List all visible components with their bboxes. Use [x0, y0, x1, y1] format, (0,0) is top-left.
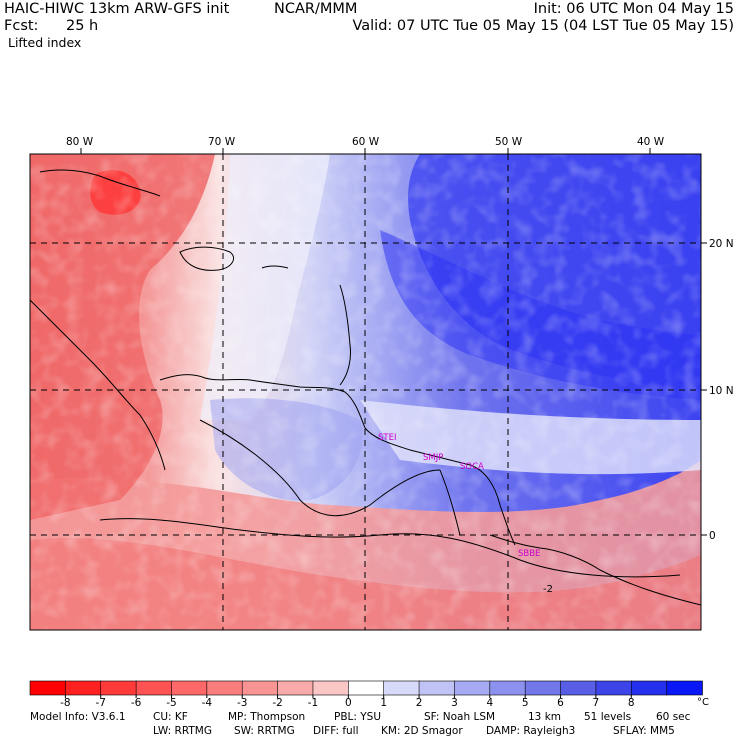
station-sbbe: SBBE [518, 549, 540, 559]
init-time: Init: 06 UTC Mon 04 May 15 [533, 1, 734, 17]
graticule [30, 154, 701, 630]
national-borders [199, 419, 461, 536]
puerto-rico-coast [261, 265, 289, 269]
lat-label-10n: 10 N [709, 385, 734, 397]
colorbar-box [135, 680, 173, 696]
pbl-scheme: PBL: YSU [334, 711, 382, 723]
lat-label-0: 0 [709, 530, 716, 542]
valid-time: Valid: 07 UTC Tue 05 May 15 (04 LST Tue … [352, 18, 734, 34]
colorbar-tick-label: 2 [416, 697, 423, 709]
eddy-coefficient-option: KM: 2D Smagor [381, 725, 463, 737]
diffusion-option: DIFF: full [313, 725, 359, 737]
colorbar-box [65, 680, 102, 696]
colorbar-tick-label: 8 [628, 697, 635, 709]
station-labels: STEI SMJP SOCA SBBE [378, 433, 540, 559]
colorbar-box [100, 680, 137, 696]
shortwave-scheme: SW: RRTMG [234, 725, 295, 737]
colorbar-tick-label: 4 [486, 697, 493, 709]
hispaniola-coast [179, 246, 234, 271]
colorbar-box [666, 680, 703, 696]
colorbar-tick-label: -1 [308, 697, 318, 709]
colorbar-box [489, 680, 526, 696]
colorbar-tick-label: 3 [451, 697, 458, 709]
caribbean-coast [159, 374, 516, 546]
colorbar-box [595, 680, 633, 696]
colorbar-tick-label: -7 [95, 697, 105, 709]
organization: NCAR/MMM [274, 1, 358, 17]
axis-ticks [80, 148, 707, 536]
colorbar-tick-label: -5 [166, 697, 176, 709]
longitude-labels: 80 W 70 W 60 W 50 W 40 W [66, 136, 665, 148]
cuba-coast [39, 169, 161, 197]
colorbar-tick-label: -6 [131, 697, 142, 709]
latitude-labels: 20 N 10 N 0 [709, 238, 734, 542]
surface-layer-scheme: SFLAY: MM5 [613, 725, 675, 737]
colorbar-tick-label: 0 [345, 697, 352, 709]
colorbar-unit: °C [697, 697, 709, 708]
colorbar-box [630, 680, 668, 696]
model-version: Model Info: V3.6.1 [30, 711, 126, 723]
station-soca: SOCA [460, 462, 484, 472]
damping-option: DAMP: Rayleigh3 [486, 725, 576, 737]
longwave-scheme: LW: RRTMG [153, 725, 212, 737]
colorbar-tick-label: -8 [60, 697, 70, 709]
colorbar-box [524, 680, 562, 696]
grid-resolution: 13 km [528, 711, 562, 723]
colorbar-box [171, 680, 208, 696]
colorbar-box [206, 680, 244, 696]
contour-label: -2 [543, 584, 553, 595]
lon-label-50w: 50 W [495, 136, 523, 148]
lon-label-70w: 70 W [208, 136, 236, 148]
colorbar-tick-label: -3 [237, 697, 247, 709]
microphysics-scheme: MP: Thompson [228, 711, 306, 723]
forecast-hour: 25 h [66, 18, 99, 34]
time-step: 60 sec [656, 711, 691, 723]
colorbar-box [383, 680, 420, 696]
amazon-coast [489, 534, 701, 606]
station-stei: STEI [378, 433, 396, 443]
colorbar-tick-label: -2 [272, 697, 282, 709]
colorbar-box [454, 680, 491, 696]
surface-scheme: SF: Noah LSM [424, 711, 496, 723]
colorbar-box [277, 680, 314, 696]
colorbar-tick-label: 1 [380, 697, 387, 709]
lat-label-20n: 20 N [709, 238, 734, 250]
vertical-levels: 51 levels [584, 711, 632, 723]
colorbar-box [560, 680, 597, 696]
central-america-coast [30, 299, 166, 471]
colorbar-box [348, 680, 385, 696]
lon-label-40w: 40 W [637, 136, 665, 148]
model-title: HAIC-HIWC 13km ARW-GFS init [4, 1, 230, 17]
inland-contour [99, 518, 681, 578]
colorbar-tick-label: 5 [522, 697, 529, 709]
colorbar-box [312, 680, 350, 696]
cumulus-scheme: CU: KF [153, 711, 188, 723]
field-name: Lifted index [8, 35, 82, 50]
colorbar-ticks: -8 -7 -6 -5 -4 -3 -2 -1 0 1 2 3 4 5 6 7 8 [60, 695, 635, 709]
lon-label-80w: 80 W [66, 136, 94, 148]
colorbar-tick-label: 7 [593, 697, 600, 709]
station-smjp: SMJP [423, 453, 443, 463]
coastlines [30, 169, 701, 606]
colorbar-boxes [29, 680, 703, 696]
forecast-label: Fcst: [4, 18, 39, 34]
colorbar-tick-label: 6 [557, 697, 564, 709]
colorbar-box [29, 680, 67, 696]
lon-label-60w: 60 W [352, 136, 380, 148]
colorbar-tick-label: -4 [202, 697, 213, 709]
colorbar-box [418, 680, 456, 696]
antilles-arc [339, 284, 351, 386]
colorbar-box [241, 680, 279, 696]
